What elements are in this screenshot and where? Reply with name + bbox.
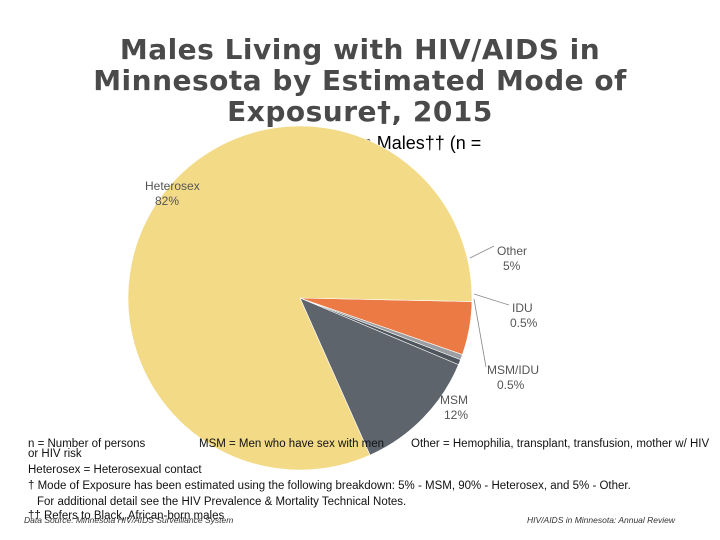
pie-labels: MSM12%MSM/IDU0.5%IDU0.5%Other5%Heterosex… xyxy=(145,179,539,422)
footer-source: Data Source: Minnesota HIV/AIDS Surveill… xyxy=(24,515,234,525)
pie-slice-heterosex xyxy=(127,125,473,471)
slice-label-heterosex: Heterosex xyxy=(145,179,200,193)
note-dagger-2: †† Refers to Black, African-born males xyxy=(28,510,225,522)
title-line-2: Minnesota by Estimated Mode of xyxy=(93,64,627,97)
slice-label-other: Other xyxy=(497,244,527,258)
note-heterosex-definition: Heterosex = Heterosexual contact xyxy=(28,464,202,476)
leader-line-2 xyxy=(473,293,510,306)
footer-report: HIV/AIDS in Minnesota: Annual Review xyxy=(527,515,676,525)
note-other-definition-cont: or HIV risk xyxy=(28,448,82,460)
slice-pct-heterosex: 82% xyxy=(155,194,179,208)
title-line-1: Males Living with HIV/AIDS in xyxy=(119,33,601,66)
pie-slices xyxy=(127,125,473,471)
leader-line-3 xyxy=(473,298,487,368)
chart-notes: n = Number of persons MSM = Men who have… xyxy=(28,436,720,524)
pie-slice-msm xyxy=(299,297,459,456)
slice-pct-other: 5% xyxy=(503,259,521,273)
chart-title: Males Living with HIV/AIDS in Minnesota … xyxy=(60,34,660,127)
note-msm-definition: MSM = Men who have sex with men xyxy=(199,438,385,450)
slice-pct-msm: 12% xyxy=(444,408,468,422)
note-n-definition: n = Number of persons xyxy=(28,438,146,450)
note-dagger-1: † Mode of Exposure has been estimated us… xyxy=(28,480,631,492)
leader-line-1 xyxy=(469,245,495,259)
slice-pct-idu: 0.5% xyxy=(510,316,538,330)
note-other-definition: Other = Hemophilia, transplant, transfus… xyxy=(411,438,710,450)
slice-pct-msm-idu: 0.5% xyxy=(497,378,525,392)
title-line-3: Exposure†, 2015 xyxy=(227,95,493,128)
slice-label-msm: MSM xyxy=(440,393,468,407)
slice-label-msm-idu: MSM/IDU xyxy=(487,363,539,377)
note-dagger-1-cont: For additional detail see the HIV Preval… xyxy=(37,496,407,508)
slice-label-idu: IDU xyxy=(512,301,533,315)
